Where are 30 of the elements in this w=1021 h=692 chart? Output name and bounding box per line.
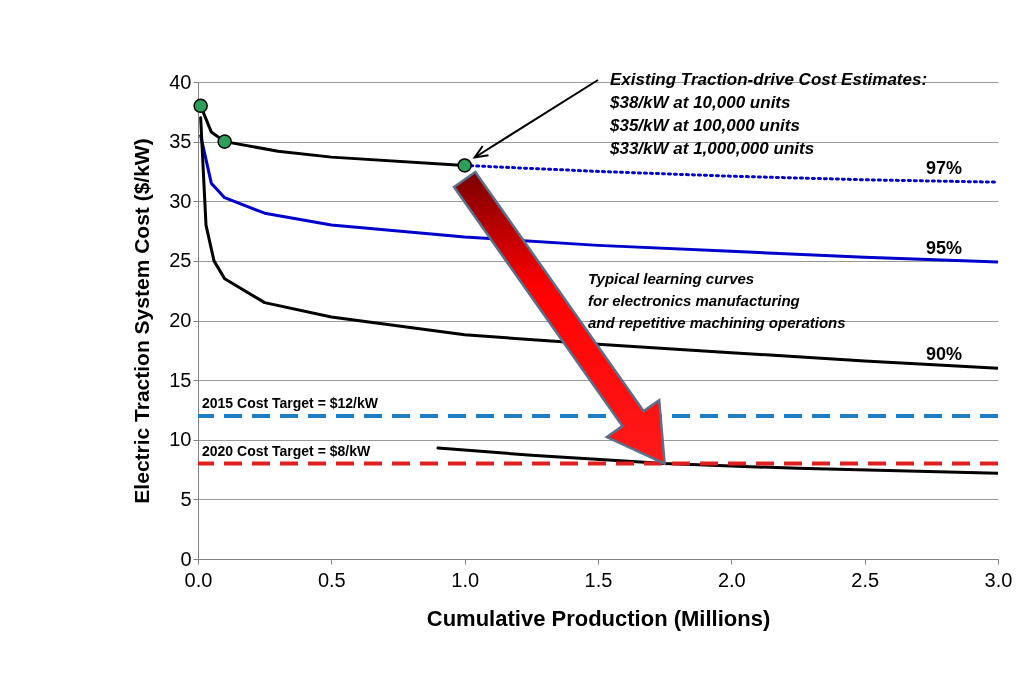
x-axis-title: Cumulative Production (Millions) [426, 605, 771, 631]
x-tick-label: 2.5 [851, 568, 880, 591]
x-tick-label: 2.0 [717, 568, 746, 591]
y-tick-label: 5 [180, 487, 192, 510]
ref-line-label: 2015 Cost Target = $12/kW [202, 394, 379, 411]
series-label: 97% [925, 158, 962, 179]
x-tick-label: 3.0 [984, 568, 1013, 591]
y-tick-label: 0 [180, 547, 192, 570]
series-label: 90% [925, 344, 962, 365]
annotation: Existing Traction-drive Cost Estimates: $38/kW at 10,000 units $35/kW at 100,000 units $33/kW at 1,000,000 units [609, 70, 928, 158]
line-series [199, 116, 998, 370]
y-tick-label: 35 [169, 130, 192, 153]
y-tick-label: 40 [169, 70, 192, 93]
series-label: 95% [925, 238, 962, 259]
y-axis-title: Electric Traction System Cost ($/kW) [130, 138, 154, 504]
y-tick-label: 30 [169, 189, 192, 212]
x-tick-label: 1.5 [584, 568, 613, 591]
ref-line-label: 2020 Cost Target = $8/kW [202, 442, 371, 459]
point [217, 134, 232, 149]
y-tick-label: 10 [169, 428, 192, 451]
point [457, 158, 472, 173]
y-tick-label: 15 [169, 368, 192, 391]
x-tick-label: 1.0 [451, 568, 480, 591]
annotation: Typical learning curves for electronics manufacturing and repetitive machining operations [588, 270, 846, 331]
y-tick-label: 20 [169, 309, 192, 331]
y-tick-label: 25 [169, 249, 192, 272]
point [193, 98, 208, 114]
line-series [199, 134, 998, 264]
x-tick-label: 0.0 [184, 568, 213, 591]
x-tick-label: 0.5 [317, 568, 346, 591]
